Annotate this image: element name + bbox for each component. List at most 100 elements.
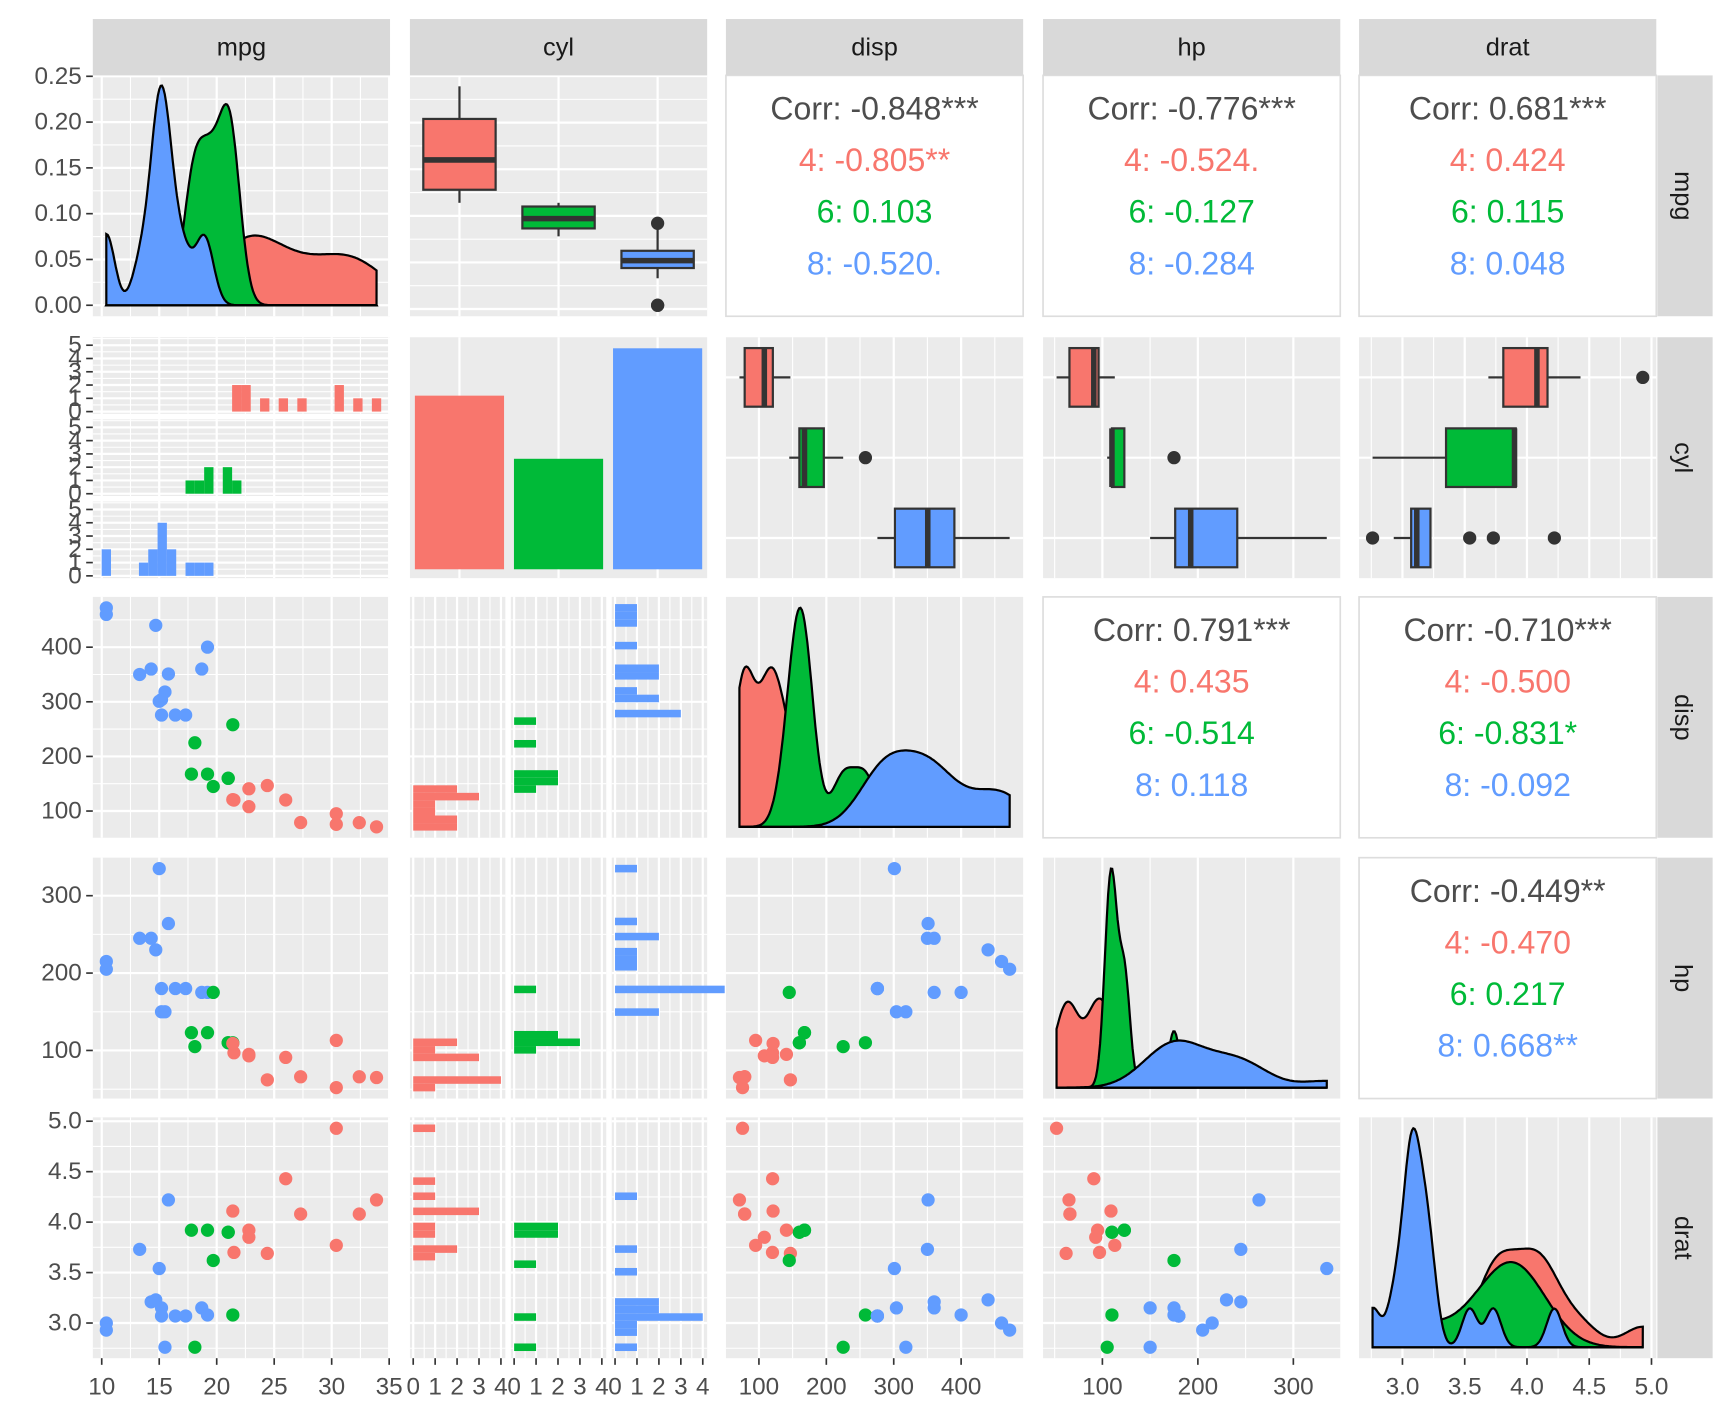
strip	[725, 19, 1024, 76]
point	[858, 1036, 873, 1050]
point	[954, 1308, 968, 1322]
point	[99, 1316, 113, 1330]
histogram-bar	[615, 687, 637, 695]
point	[161, 667, 176, 681]
y-tick-label: 3	[68, 440, 82, 467]
correlation-panel	[1042, 74, 1342, 318]
correlation-panel	[1358, 596, 1658, 839]
y-tick-label: 0	[68, 398, 82, 425]
histogram-bar	[222, 467, 233, 494]
point	[899, 1340, 913, 1354]
y-tick-label: 0.20	[34, 109, 81, 136]
bar	[613, 348, 703, 570]
x-tick-label: 0	[507, 1373, 521, 1400]
histogram-bar	[204, 562, 214, 576]
y-tick-label: 0.15	[34, 154, 81, 181]
histogram-bar	[413, 1076, 501, 1084]
histogram-bar	[615, 917, 637, 926]
y-tick-label: 0.00	[34, 292, 81, 319]
point	[994, 954, 1009, 969]
point	[782, 985, 796, 1000]
point	[352, 1070, 366, 1084]
point	[732, 1193, 747, 1207]
point	[161, 1193, 176, 1207]
y-tick-label: 5	[68, 414, 82, 441]
histogram-bar	[615, 604, 637, 612]
histogram-bar	[514, 1038, 580, 1047]
point	[260, 1246, 274, 1261]
point	[168, 1309, 182, 1323]
correlation-text: 4: 0.424	[1450, 142, 1566, 178]
point	[920, 931, 935, 945]
point	[179, 1309, 193, 1323]
point	[294, 815, 308, 830]
x-tick-label: 200	[806, 1373, 847, 1400]
point	[99, 607, 113, 622]
x-tick-label: 3.5	[1448, 1373, 1482, 1400]
point	[1100, 1340, 1114, 1354]
strip-label: mpg	[217, 34, 266, 62]
point	[206, 1253, 220, 1268]
box	[1444, 427, 1517, 489]
y-tick-label: 400	[41, 634, 82, 661]
histogram-bar	[413, 1124, 436, 1133]
histogram-bar	[413, 792, 480, 801]
histogram-bar	[514, 1313, 537, 1321]
histogram-bar	[514, 739, 537, 748]
point	[1105, 1308, 1119, 1322]
histogram-bar	[514, 985, 537, 994]
histogram-bar	[204, 467, 214, 494]
strip-label: hp	[1669, 964, 1697, 992]
histogram-bar	[157, 522, 167, 576]
point	[99, 954, 113, 969]
point	[1252, 1193, 1266, 1207]
point	[200, 1223, 215, 1237]
strip-label: drat	[1486, 34, 1530, 62]
y-tick-label: 0	[68, 562, 82, 589]
x-tick-label: 300	[873, 1373, 914, 1400]
histogram-bar	[615, 1008, 659, 1016]
y-tick-label: 5	[68, 332, 82, 359]
strip	[1359, 19, 1657, 76]
strip-label: mpg	[1669, 171, 1697, 220]
y-tick-label: 300	[41, 688, 82, 715]
histogram-bar	[615, 947, 637, 956]
x-tick-label: 400	[941, 1373, 982, 1400]
point	[369, 1070, 384, 1085]
outlier	[1365, 531, 1380, 545]
histogram-bar	[514, 1343, 537, 1352]
y-tick-label: 3	[68, 358, 82, 385]
histogram-bar	[413, 1245, 458, 1253]
histogram-bar	[185, 480, 195, 494]
y-tick-label: 200	[41, 743, 82, 770]
point	[981, 1293, 995, 1307]
x-tick-label: 4	[595, 1373, 609, 1400]
point	[206, 779, 220, 794]
y-tick-label: 0.10	[34, 200, 81, 227]
y-tick-label: 100	[41, 798, 82, 825]
correlation-text: 6: 0.115	[1451, 194, 1564, 230]
y-tick-label: 4	[68, 427, 82, 454]
correlation-text: 4: -0.500	[1444, 664, 1570, 700]
point	[748, 1033, 763, 1048]
histogram-bar	[166, 549, 177, 576]
x-tick-label: 4	[494, 1373, 508, 1400]
point	[179, 981, 193, 996]
y-tick-label: 1	[68, 467, 82, 494]
point	[765, 1245, 780, 1260]
x-tick-label: 2	[450, 1373, 464, 1400]
point	[329, 1121, 343, 1135]
x-tick-label: 200	[1178, 1373, 1219, 1400]
histogram-bar	[615, 963, 637, 971]
correlation-text: 6: 0.217	[1450, 976, 1566, 1012]
point	[927, 1295, 941, 1309]
correlation-panel	[1358, 74, 1658, 318]
histogram-bar	[615, 1192, 637, 1201]
y-tick-label: 2	[68, 454, 82, 481]
histogram-bar	[194, 562, 205, 576]
point	[870, 1309, 885, 1323]
point	[242, 800, 256, 814]
point	[294, 1207, 308, 1221]
point	[1059, 1246, 1073, 1261]
